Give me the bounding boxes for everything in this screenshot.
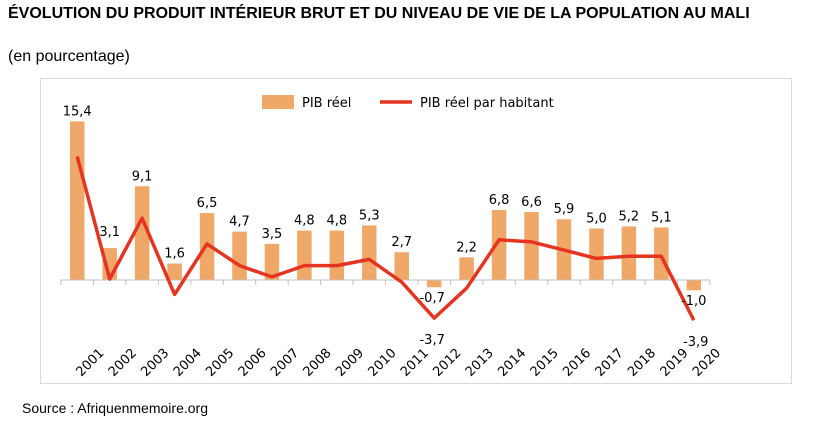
line-series-pib-par-habitant (75, 155, 696, 321)
chart-frame (40, 78, 792, 384)
bar-2015 (524, 212, 539, 280)
bar-value-label-2010: 5,3 (359, 208, 380, 223)
x-tick-label-2007: 2007 (268, 346, 302, 380)
x-tick-label-2001: 2001 (73, 346, 107, 380)
bar-2014 (491, 209, 507, 280)
x-tick-label-2016: 2016 (560, 346, 594, 380)
x-tick-label-2020: 2020 (690, 346, 724, 380)
legend-label-line: PIB réel par habitant (420, 96, 554, 111)
bar-value-label-2018: 5,2 (619, 209, 640, 224)
bar-value-label-2017: 5,0 (586, 212, 607, 227)
bar-value-label-2019: 5,1 (651, 210, 672, 225)
x-tick-label-2014: 2014 (495, 346, 529, 380)
x-tick-label-2003: 2003 (138, 346, 172, 380)
chart-subtitle: (en pourcentage) (8, 48, 130, 65)
bar-2012 (426, 280, 442, 288)
x-tick-label-2013: 2013 (463, 346, 497, 380)
bar-value-label-2008: 4,8 (294, 214, 315, 229)
legend: PIB réel PIB réel par habitant (262, 95, 554, 111)
bar-value-label-2002: 3,1 (99, 225, 120, 240)
bar-value-label-2015: 6,6 (521, 195, 542, 210)
bar-2011 (394, 252, 409, 280)
x-tick-label-2005: 2005 (203, 346, 237, 380)
x-tick-label-2008: 2008 (301, 346, 335, 380)
bar-2003 (134, 186, 150, 280)
x-tick-label-2006: 2006 (236, 346, 270, 380)
bar-2010 (362, 225, 377, 280)
x-tick-label-2010: 2010 (365, 346, 399, 380)
bar-2001 (69, 121, 85, 280)
legend-label-bar: PIB réel (302, 96, 351, 111)
bar-2008 (297, 230, 312, 280)
line-value-label-2012: -3,7 (419, 333, 444, 348)
line-value-label-2020: -3,9 (683, 335, 708, 350)
bar-value-label-2011: 2,7 (391, 235, 412, 250)
bar-value-label-2009: 4,8 (326, 214, 347, 229)
bar-value-label-2003: 9,1 (132, 169, 153, 184)
bar-value-label-2005: 6,5 (197, 196, 218, 211)
x-tick-label-2012: 2012 (430, 346, 464, 380)
bar-2017 (589, 228, 604, 280)
bar-2020 (686, 280, 702, 291)
bar-value-label-2012: -0,7 (419, 291, 444, 306)
bar-2018 (621, 226, 637, 280)
chart-title: ÉVOLUTION DU PRODUIT INTÉRIEUR BRUT ET D… (8, 5, 750, 22)
x-tick-label-2009: 2009 (333, 346, 367, 380)
bar-2009 (329, 230, 345, 280)
bar-value-label-2001: 15,4 (63, 104, 92, 119)
bar-2007 (264, 243, 280, 280)
x-tick-label-2011: 2011 (398, 346, 432, 380)
bar-value-label-2016: 5,9 (554, 202, 575, 217)
bar-value-label-2013: 2,2 (456, 240, 477, 255)
bar-value-label-2007: 3,5 (262, 227, 283, 242)
x-tick-label-2018: 2018 (625, 346, 659, 380)
source-note: Source : Afriquenmemoire.org (22, 400, 208, 416)
x-tick-label-2015: 2015 (528, 346, 562, 380)
x-tick-label-2017: 2017 (593, 346, 627, 380)
bar-2006 (232, 231, 247, 280)
x-tick-label-2019: 2019 (658, 346, 692, 380)
bar-value-label-2006: 4,7 (229, 215, 250, 230)
bar-2004 (167, 263, 182, 280)
bar-value-label-2014: 6,8 (489, 193, 510, 208)
bar-2019 (654, 227, 669, 280)
x-tick-label-2002: 2002 (106, 346, 140, 380)
bar-value-label-2020: -1,0 (681, 294, 706, 309)
bar-value-label-2004: 1,6 (164, 247, 185, 262)
x-tick-label-2004: 2004 (171, 346, 205, 380)
bar-2013 (459, 257, 474, 280)
legend-swatch-bar (262, 95, 294, 109)
